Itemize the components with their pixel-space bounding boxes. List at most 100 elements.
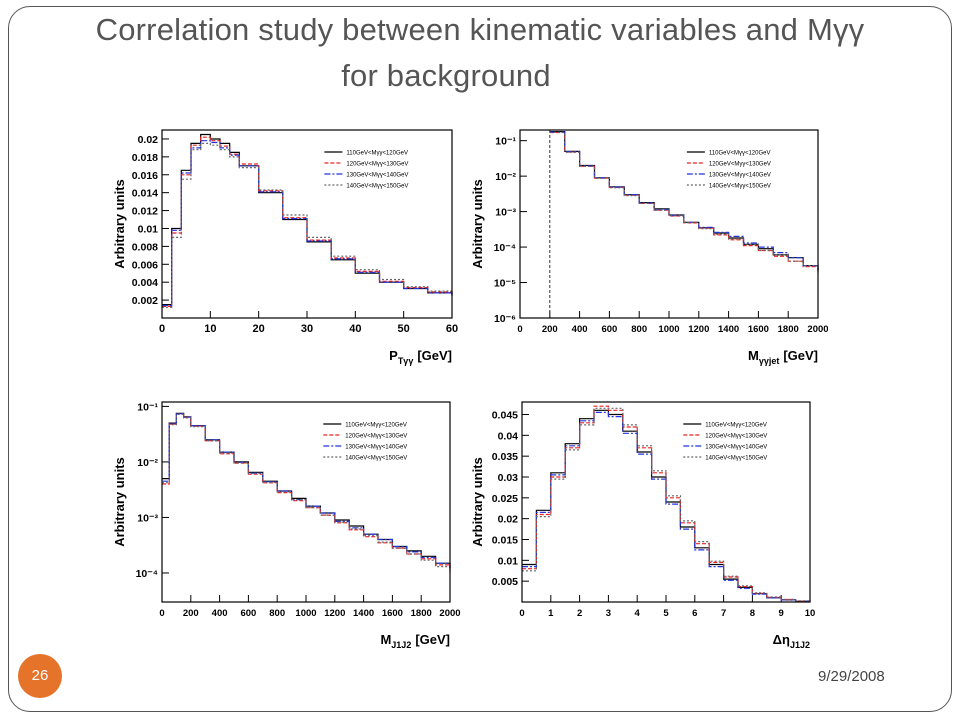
y-tick-label: 0.016: [132, 170, 158, 182]
x-tick-label: 200: [183, 608, 199, 619]
x-axis-label: Mγγjet [GeV]: [748, 348, 818, 366]
x-tick-label: 1600: [382, 608, 403, 619]
x-tick-label: 2000: [807, 324, 828, 335]
legend-entry: 140GeV<Mγγ<150GeV: [346, 184, 408, 190]
x-tick-label: 5: [663, 608, 669, 619]
series-line-3: [522, 411, 811, 602]
x-axis-label-sub: J1J2: [391, 640, 411, 650]
x-tick-label: 1: [548, 608, 554, 619]
series-line-2: [162, 136, 453, 307]
y-tick-label: 10⁻²: [137, 457, 158, 469]
x-axis-label-unit: [GeV]: [783, 348, 818, 363]
y-tick-label: 10⁻⁵: [494, 278, 516, 290]
legend-entry: 120GeV<Mγγ<130GeV: [345, 434, 407, 440]
x-tick-label: 3: [606, 608, 611, 619]
plot-frame: [161, 401, 451, 603]
y-axis-label: Arbitrary units: [112, 457, 127, 547]
y-tick-label: 10⁻⁴: [494, 242, 516, 254]
x-tick-label: 40: [349, 323, 361, 335]
y-tick-label: 10⁻²: [495, 171, 516, 183]
chart-delta-eta-j1j2: 0 1 2 3 4 5 6 7 8 9 10 0.005 0.01 0.015 0.02 0.025 0.03 0…: [470, 401, 816, 650]
x-tick-label: 2: [577, 608, 582, 619]
y-tick-label: 0.025: [492, 493, 518, 505]
y-tick-label: 10⁻¹: [495, 136, 516, 148]
legend-entry: 130GeV<Mγγ<140GeV: [346, 173, 408, 179]
y-tick-label: 0.005: [492, 576, 518, 588]
series-line-4: [522, 407, 811, 602]
legend-entry: 130GeV<Mγγ<140GeV: [705, 445, 767, 451]
series-line-3: [549, 131, 819, 272]
x-tick-label: 9: [779, 608, 784, 619]
x-tick-label: 0: [517, 324, 522, 335]
plot-frame: [161, 129, 453, 319]
legend-entry: 140GeV<Mγγ<150GeV: [705, 456, 767, 462]
y-tick-label: 10⁻³: [495, 207, 516, 219]
y-tick-label: 0.01: [138, 223, 159, 235]
x-tick-label: 1800: [411, 608, 432, 619]
x-axis-label: ΔηJ1J2: [773, 632, 810, 650]
x-tick-label: 50: [398, 323, 410, 335]
y-tick-label: 10⁻³: [137, 512, 158, 524]
y-tick-label: 0.02: [498, 514, 519, 526]
legend-entry: 110GeV<Mγγ<120GeV: [705, 423, 767, 429]
slide-number-badge: 26: [18, 654, 62, 698]
x-tick-label: 1200: [324, 608, 345, 619]
series-line-4: [549, 131, 819, 272]
x-tick-label: 800: [269, 608, 285, 619]
plot-frame: [519, 129, 819, 319]
x-axis-label-sub: γγjet: [759, 356, 780, 366]
legend-entry: 130GeV<Mγγ<140GeV: [709, 173, 771, 179]
x-axis-label-main: P: [389, 348, 398, 363]
series-line-3: [162, 140, 453, 307]
x-tick-label: 20: [253, 323, 265, 335]
slide-date: 9/29/2008: [818, 668, 885, 685]
x-tick-label: 8: [750, 608, 755, 619]
x-tick-label: 1000: [658, 324, 679, 335]
y-tick-label: 10⁻⁴: [136, 568, 158, 580]
x-tick-label: 0: [159, 608, 164, 619]
x-tick-label: 600: [601, 324, 617, 335]
x-tick-label: 1400: [718, 324, 739, 335]
x-tick-label: 1000: [295, 608, 316, 619]
slide-frame: [8, 6, 952, 712]
x-tick-label: 600: [240, 608, 256, 619]
x-tick-label: 200: [542, 324, 558, 335]
y-axis-label: Arbitrary units: [470, 457, 485, 547]
y-tick-label: 0.002: [132, 295, 158, 307]
legend-entry: 120GeV<Mγγ<130GeV: [705, 434, 767, 440]
y-tick-label: 0.02: [138, 134, 159, 146]
x-tick-label: 1600: [748, 324, 769, 335]
x-tick-label: 30: [301, 323, 313, 335]
legend-entry: 130GeV<Mγγ<140GeV: [345, 445, 407, 451]
series-line-2: [162, 413, 451, 573]
y-tick-label: 0.015: [492, 535, 518, 547]
plot-frame: [521, 401, 811, 603]
y-tick-label: 0.03: [498, 472, 519, 484]
y-tick-label: 0.012: [132, 206, 158, 218]
legend-entry: 140GeV<Mγγ<150GeV: [345, 456, 407, 462]
slide-title-line1: Correlation study between kinematic vari…: [95, 12, 865, 47]
x-tick-label: 10: [805, 608, 816, 619]
y-tick-label: 10⁻⁶: [494, 313, 516, 325]
x-tick-label: 10: [204, 323, 216, 335]
y-tick-label: 0.008: [132, 241, 158, 253]
x-axis-label-sub: Tγγ: [398, 356, 414, 366]
x-tick-label: 800: [631, 324, 647, 335]
chart-pt-gammagamma: 0 10 20 30 40 50 60 0.002 0.004 0.006 0.008 0.01 0.0…: [112, 129, 458, 366]
y-tick-label: 0.014: [132, 188, 158, 200]
chart-m-j1j2: 0 200 400 600 800 1000 1200 1400 1600 1800 2000 10⁻…: [112, 401, 461, 650]
x-axis-label: MJ1J2 [GeV]: [380, 632, 450, 650]
x-tick-label: 1400: [353, 608, 374, 619]
legend-entry: 120GeV<Mγγ<130GeV: [709, 162, 771, 168]
y-tick-label: 0.006: [132, 259, 158, 271]
legend-entry: 120GeV<Mγγ<130GeV: [346, 162, 408, 168]
x-tick-label: 0: [159, 323, 165, 335]
y-tick-label: 0.04: [498, 430, 519, 442]
x-axis-label-main: M: [380, 632, 391, 647]
slide-title-line2: for background: [341, 58, 551, 93]
x-tick-label: 7: [721, 608, 726, 619]
x-tick-label: 1200: [688, 324, 709, 335]
x-tick-label: 400: [212, 608, 228, 619]
x-tick-label: 0: [519, 608, 524, 619]
y-tick-label: 0.045: [492, 410, 518, 422]
